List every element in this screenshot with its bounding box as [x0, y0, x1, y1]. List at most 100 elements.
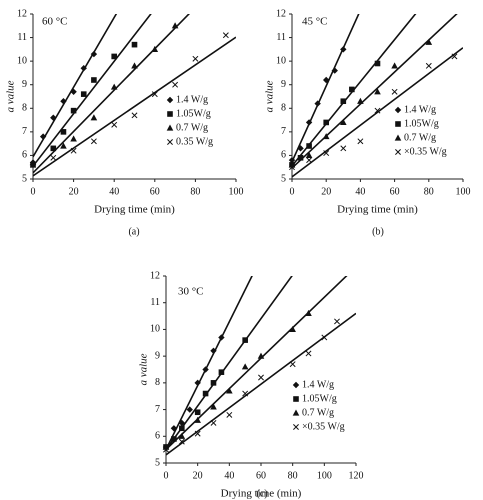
x-tick-label: 0	[290, 186, 295, 197]
y-tick-label: 6	[281, 150, 286, 161]
marker-cross	[151, 91, 158, 98]
marker-cross	[323, 150, 330, 157]
legend-label: 0.7 W/g	[302, 407, 334, 418]
marker-cross	[163, 446, 169, 453]
x-tick-label: 100	[229, 186, 244, 197]
marker-triangle	[394, 134, 402, 141]
x-axis-label: Drying time (min)	[94, 204, 175, 216]
marker-cross	[90, 138, 97, 145]
trend-line	[166, 276, 293, 451]
marker-square	[323, 119, 329, 126]
x-axis-label: Drying time (min)	[337, 204, 418, 216]
x-tick-label: 100	[456, 186, 471, 197]
marker-triangle	[425, 38, 433, 45]
marker-diamond	[210, 347, 217, 354]
marker-cross	[172, 81, 179, 88]
marker-triangle	[90, 114, 98, 121]
marker-cross	[374, 107, 381, 114]
marker-diamond	[50, 114, 57, 121]
marker-triangle	[194, 416, 201, 423]
marker-diamond	[314, 100, 321, 107]
marker-square	[349, 86, 355, 93]
x-tick-label: 0	[31, 186, 36, 197]
x-tick-label: 20	[321, 186, 331, 197]
x-tick-label: 60	[256, 470, 266, 481]
marker-diamond	[194, 379, 201, 387]
y-tick-label: 10	[17, 55, 27, 66]
marker-diamond	[70, 88, 77, 95]
marker-triangle	[110, 83, 118, 90]
legend-label: 1.05W/g	[302, 393, 337, 404]
x-tick-label: 80	[424, 186, 434, 197]
marker-diamond	[90, 50, 98, 58]
legend-label: 1.4 W/g	[404, 104, 436, 115]
marker-cross	[357, 138, 364, 145]
marker-triangle	[305, 151, 313, 159]
caption: (a)	[128, 226, 139, 237]
marker-triangle	[374, 88, 381, 95]
marker-diamond	[331, 67, 338, 74]
marker-cross	[451, 53, 458, 60]
marker-square	[242, 337, 248, 343]
legend-label: 0.7 W/g	[176, 122, 208, 133]
marker-cross	[395, 149, 401, 155]
marker-diamond	[394, 106, 402, 114]
marker-cross	[334, 318, 340, 325]
marker-cross	[425, 62, 432, 69]
legend-label: 0.35 W/g	[176, 136, 213, 147]
marker-triangle	[340, 118, 347, 126]
x-tick-label: 60	[150, 186, 160, 197]
marker-triangle	[151, 45, 159, 52]
marker-cross	[289, 361, 296, 368]
marker-cross	[258, 374, 264, 381]
y-tick-label: 7	[22, 126, 27, 137]
marker-cross	[50, 154, 57, 161]
marker-square	[80, 91, 87, 97]
marker-square	[218, 369, 225, 375]
y-tick-label: 8	[281, 103, 286, 114]
y-tick-label: 9	[155, 350, 160, 361]
caption: (b)	[372, 226, 384, 237]
legend-label: ×0.35 W/g	[404, 146, 447, 157]
marker-triangle	[178, 432, 186, 439]
y-tick-label: 11	[17, 32, 27, 43]
y-tick-label: 9	[281, 79, 286, 90]
marker-square	[131, 41, 138, 48]
marker-square	[171, 436, 177, 442]
x-tick-label: 120	[349, 470, 364, 481]
marker-cross	[194, 430, 201, 437]
y-tick-label: 7	[155, 404, 160, 415]
marker-triangle	[241, 363, 249, 370]
legend-label: 1.05W/g	[176, 108, 211, 119]
marker-diamond	[340, 46, 347, 53]
y-tick-label: 6	[155, 431, 160, 442]
marker-cross	[131, 112, 138, 119]
marker-triangle	[292, 409, 300, 416]
marker-diamond	[39, 133, 47, 140]
marker-triangle	[70, 135, 77, 142]
marker-diamond	[186, 406, 193, 413]
y-tick-label: 8	[22, 103, 27, 114]
marker-triangle	[322, 133, 330, 140]
trend-line	[292, 14, 360, 163]
x-tick-label: 60	[390, 186, 400, 197]
marker-diamond	[202, 366, 209, 373]
marker-square	[395, 121, 401, 127]
trend-line	[33, 14, 152, 167]
marker-triangle	[357, 97, 364, 104]
marker-diamond	[166, 96, 174, 104]
marker-square	[167, 111, 173, 117]
y-axis-label: a value	[138, 353, 150, 385]
marker-square	[210, 380, 217, 386]
marker-triangle	[257, 352, 265, 359]
x-tick-label: 80	[288, 470, 298, 481]
y-tick-label: 12	[150, 270, 160, 281]
marker-triangle	[60, 142, 67, 149]
x-tick-label: 20	[69, 186, 79, 197]
marker-diamond	[323, 76, 330, 84]
marker-cross	[30, 161, 36, 168]
trend-line	[33, 14, 118, 158]
y-tick-label: 5	[155, 457, 160, 468]
x-axis-label: Drying time (min)	[221, 488, 302, 500]
